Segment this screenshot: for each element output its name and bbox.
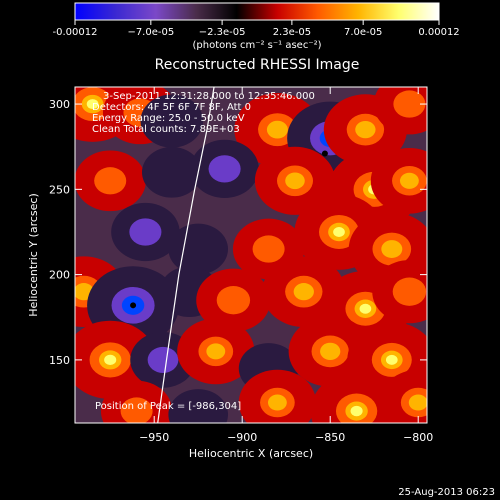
- x-tick-label: −900: [227, 431, 257, 444]
- annotation-block: 3-Sep-2011 12:31:28.000 to 12:35:46.000 …: [92, 91, 315, 412]
- heatmap-blob: [129, 218, 162, 246]
- heatmap-blob: [94, 167, 127, 195]
- heatmap-blob: [359, 303, 372, 314]
- y-tick-label: 250: [49, 183, 70, 196]
- heatmap-blob: [267, 394, 287, 411]
- y-tick-label: 200: [49, 269, 70, 282]
- heatmap-blob: [293, 283, 314, 301]
- heatmap-blob: [147, 346, 179, 373]
- heatmap-blob: [216, 286, 251, 315]
- heatmap-blob: [320, 342, 341, 360]
- heatmap-blob: [385, 354, 398, 365]
- x-tick-label: −800: [403, 431, 433, 444]
- heatmap-blob: [392, 277, 427, 306]
- heatmap-blob: [104, 354, 117, 366]
- colorbar-tick-label: 2.3e-05: [273, 27, 311, 38]
- plot-frame: [74, 86, 428, 424]
- footer-timestamp: 25-Aug-2013 06:23: [398, 487, 495, 498]
- heatmap-blob: [350, 405, 363, 417]
- y-tick-label: 300: [49, 98, 70, 111]
- x-tick-label: −850: [315, 431, 345, 444]
- heatmap-blob: [168, 223, 229, 275]
- annotation-time-range: 3-Sep-2011 12:31:28.000 to 12:35:46.000: [103, 91, 315, 102]
- heatmap-blob: [393, 90, 426, 118]
- peak-marker: [130, 302, 137, 309]
- heatmap-blob: [208, 155, 241, 183]
- colorbar-strip: [74, 2, 440, 21]
- annotation-total-counts: Clean Total counts: 7.89E+03: [92, 124, 240, 135]
- x-axis-label: Heliocentric X (arcsec): [189, 447, 313, 460]
- y-axis: 150 200 250 300: [49, 98, 427, 367]
- heatmap-blob: [266, 120, 288, 139]
- colorbar-tick-label: −2.3e-05: [199, 27, 246, 38]
- colorbar: -0.00012 −7.0e-05 −2.3e-05 2.3e-05 7.0e-05 0.…: [53, 2, 460, 51]
- heatmap-blob: [86, 99, 99, 110]
- heatmap-blob: [381, 240, 403, 258]
- colorbar-tick-label: 7.0e-05: [344, 27, 382, 38]
- heatmap-blob: [206, 343, 226, 360]
- heatmap-blob: [285, 172, 305, 190]
- colorbar-ticks: -0.00012 −7.0e-05 −2.3e-05 2.3e-05 7.0e-05 0.…: [53, 20, 460, 38]
- peak-marker: [321, 150, 328, 157]
- heatmap-blob: [141, 146, 202, 198]
- heatmap-blob: [140, 94, 204, 148]
- peak-markers: [130, 150, 328, 309]
- x-tick-label: −950: [139, 431, 169, 444]
- peak-position-label: Position of Peak = [-986,304]: [95, 401, 241, 412]
- heatmap-blob: [168, 389, 229, 423]
- colorbar-tick-label: −7.0e-05: [127, 27, 174, 38]
- heatmap-blob: [399, 172, 419, 189]
- annotation-detectors: Detectors: 4F 5F 6F 7F 8F, Att 0: [92, 102, 251, 113]
- y-axis-label: Heliocentric Y (arcsec): [27, 193, 40, 317]
- heatmap-blob: [333, 227, 345, 237]
- solar-limb-curve: [157, 87, 215, 423]
- heatmap-blob: [120, 397, 153, 423]
- y-tick-label: 150: [49, 354, 70, 367]
- heatmap-blob: [252, 235, 285, 263]
- heatmap-blob: [355, 121, 376, 139]
- colorbar-tick-label: 0.00012: [418, 27, 459, 38]
- annotation-energy-range: Energy Range: 25.0 - 50.0 keV: [92, 113, 245, 124]
- x-axis: −950 −900 −850 −800: [139, 87, 433, 444]
- heatmap-blob: [408, 394, 427, 411]
- image-blobs: [75, 87, 427, 423]
- colorbar-unit-label: (photons cm⁻² s⁻¹ asec⁻²): [192, 40, 321, 51]
- colorbar-tick-label: -0.00012: [53, 27, 98, 38]
- chart-title: Reconstructed RHESSI Image: [155, 57, 360, 73]
